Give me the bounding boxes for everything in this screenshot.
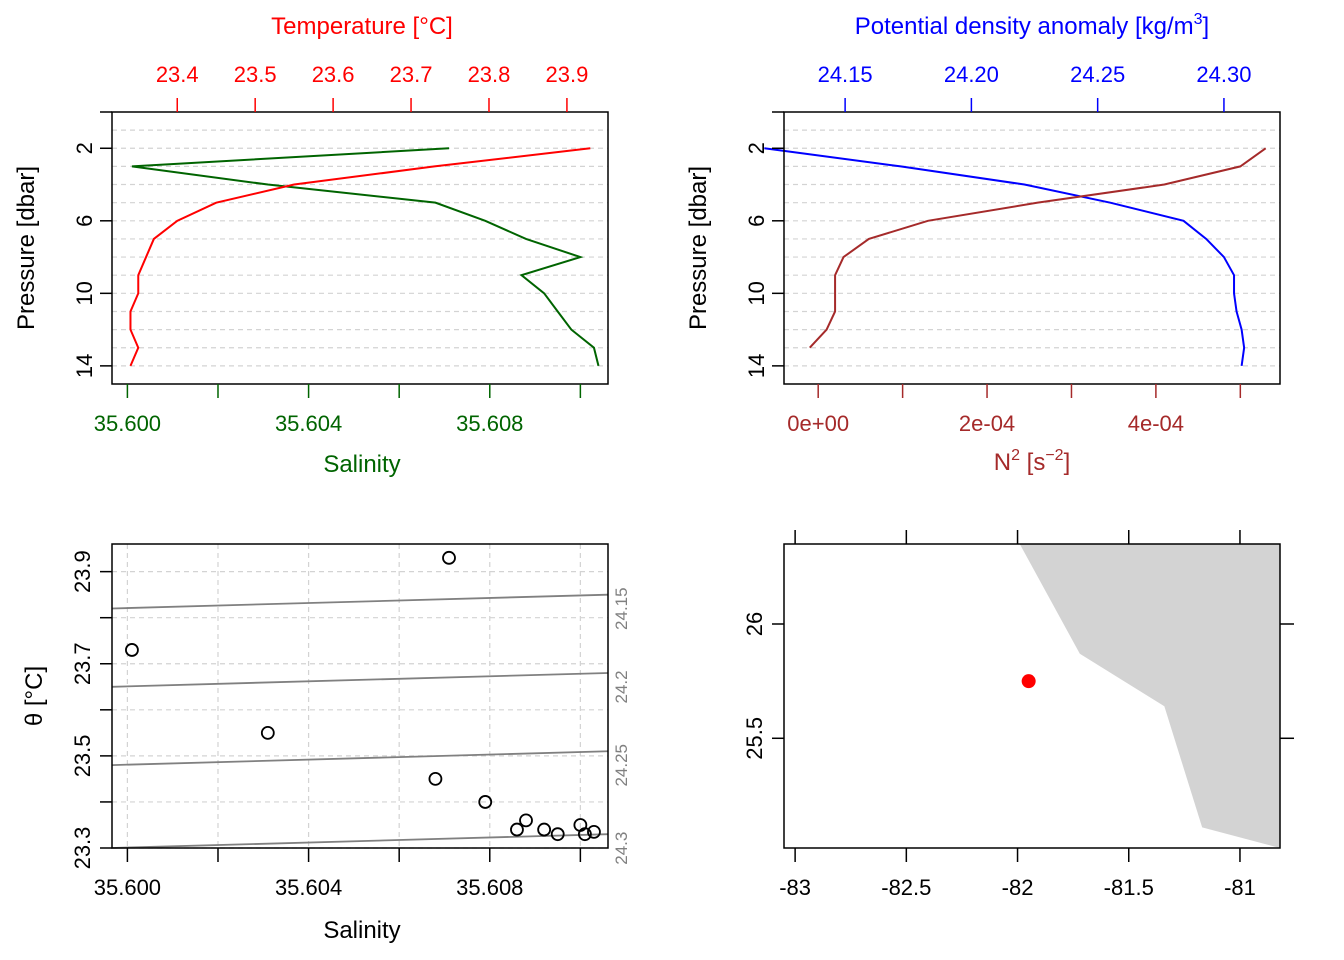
density-tick-label: 24.15 <box>818 62 873 87</box>
profile2-pressure-tick-label: 14 <box>744 354 769 378</box>
profile1-grid <box>112 129 608 367</box>
profile-panel-temperature-salinity: 2 6 10 14 23.4 23.5 23.6 23.7 23.8 23.9 35.600 35.6… <box>13 13 609 478</box>
profile1-pressure-tick-label: 2 <box>72 142 97 154</box>
map-lat-tick-label: 25.5 <box>742 717 767 760</box>
ts-data-point <box>428 772 443 786</box>
ts-diagram-panel: 24.15 24.2 24.25 24.3 35.600 35.604 35.608 23.… <box>21 543 631 944</box>
map-lon-tick-label: -81.5 <box>1104 875 1154 900</box>
profile-panel-density-n2: 2 6 10 14 24.15 24.20 24.25 24.30 0e+00 2e-04 4e-0… <box>685 11 1281 476</box>
isopycnal-label: 24.2 <box>612 670 631 703</box>
temperature-tick-label: 23.5 <box>234 62 277 87</box>
n2-profile-line <box>809 147 1267 349</box>
density-tick-label: 24.30 <box>1196 62 1251 87</box>
map-axes: -83 -82.5 -82 -81.5 -81 25.5 26 <box>742 530 1294 900</box>
ts-data-point <box>478 795 493 809</box>
density-profile-line <box>764 147 1246 367</box>
temperature-profile-line <box>129 147 591 367</box>
n2-tick-label: 0e+00 <box>787 411 849 436</box>
ts-grid <box>112 544 608 849</box>
map-lon-tick-label: -81 <box>1224 875 1256 900</box>
profile2-n2-line <box>809 147 1267 349</box>
isopycnal-label: 24.25 <box>612 744 631 787</box>
salinity-profile-line <box>131 147 600 367</box>
ts-data-point <box>587 824 601 839</box>
ts-x-tick-label: 35.604 <box>275 875 342 900</box>
profile2-pressure-tick-label: 10 <box>744 281 769 305</box>
ts-y-tick-label: 23.9 <box>70 550 95 593</box>
ts-x-tick-label: 35.600 <box>94 875 161 900</box>
ts-data-point <box>537 822 552 837</box>
isopycnal-label: 24.15 <box>612 587 631 630</box>
density-axis-title: Potential density anomaly [kg/m3] <box>855 11 1209 40</box>
map-lat-tick-label: 26 <box>742 612 767 636</box>
ts-data-point <box>519 813 533 828</box>
profile1-axes: 2 6 10 14 23.4 23.5 23.6 23.7 23.8 23.9 35.600 35.6… <box>72 62 609 436</box>
map-land <box>1019 544 1280 848</box>
profile1-temperature-line <box>129 147 591 367</box>
pressure-axis-title-2: Pressure [dbar] <box>685 166 712 330</box>
ts-y-tick-label: 23.7 <box>70 642 95 685</box>
isopycnal-line <box>111 672 609 688</box>
ts-data-point <box>125 643 139 657</box>
salinity-tick-label: 35.600 <box>94 411 161 436</box>
ts-data-point <box>260 725 275 740</box>
station-marker <box>1021 674 1036 689</box>
pressure-axis-title-1: Pressure [dbar] <box>13 166 40 330</box>
isopycnal-line <box>111 593 609 610</box>
n2-tick-label: 4e-04 <box>1128 411 1184 436</box>
ts-x-tick-label: 35.608 <box>456 875 523 900</box>
salinity-tick-label: 35.604 <box>275 411 342 436</box>
profile1-salinity-line <box>131 147 600 367</box>
map-station-marker <box>1021 674 1036 689</box>
n2-axis-title: N2 [s−2] <box>994 447 1071 476</box>
ts-salinity-axis-title: Salinity <box>323 917 400 944</box>
salinity-axis-title: Salinity <box>323 451 400 478</box>
density-tick-label: 24.25 <box>1070 62 1125 87</box>
temperature-axis-title: Temperature [°C] <box>271 13 453 40</box>
isopycnal-line <box>111 833 609 849</box>
profile1-pressure-tick-label: 10 <box>72 281 97 305</box>
ts-points <box>125 550 601 842</box>
profile2-pressure-tick-label: 6 <box>744 215 769 227</box>
temperature-tick-label: 23.6 <box>312 62 355 87</box>
temperature-tick-label: 23.9 <box>546 62 589 87</box>
profile1-pressure-tick-label: 14 <box>72 354 97 378</box>
ts-y-tick-label: 23.5 <box>70 734 95 777</box>
map-lon-tick-label: -82.5 <box>881 875 931 900</box>
profile2-frame <box>783 111 1281 385</box>
ts-axes: 35.600 35.604 35.608 23.3 23.5 23.7 23.9 <box>70 543 609 900</box>
ts-data-point <box>442 550 456 565</box>
profile1-frame <box>111 111 609 385</box>
n2-tick-label: 2e-04 <box>959 411 1015 436</box>
salinity-tick-label: 35.608 <box>456 411 523 436</box>
station-map-panel: -83 -82.5 -82 -81.5 -81 25.5 26 <box>742 530 1294 900</box>
map-lon-tick-label: -83 <box>779 875 811 900</box>
ts-y-tick-label: 23.3 <box>70 827 95 870</box>
ts-data-point <box>510 822 524 837</box>
density-tick-label: 24.20 <box>944 62 999 87</box>
temperature-tick-label: 23.8 <box>468 62 511 87</box>
isopycnal-label: 24.3 <box>612 832 631 865</box>
isopycnal-line <box>111 750 609 766</box>
ts-isopycnals: 24.15 24.2 24.25 24.3 <box>111 587 631 865</box>
profile2-axes: 2 6 10 14 24.15 24.20 24.25 24.30 0e+00 2e-04 4e-0… <box>744 62 1281 436</box>
profile2-density-line <box>764 147 1246 367</box>
land-polygon <box>1019 544 1280 848</box>
profile2-pressure-tick-label: 2 <box>744 142 769 154</box>
profile2-grid <box>784 129 1280 367</box>
map-frame <box>783 543 1281 849</box>
map-lon-tick-label: -82 <box>1002 875 1034 900</box>
ts-data-point <box>577 827 592 842</box>
ts-frame <box>111 543 609 849</box>
ts-data-point <box>550 827 565 842</box>
temperature-tick-label: 23.4 <box>156 62 199 87</box>
ts-theta-axis-title: θ [°C] <box>21 666 48 726</box>
profile1-pressure-tick-label: 6 <box>72 215 97 227</box>
temperature-tick-label: 23.7 <box>390 62 433 87</box>
